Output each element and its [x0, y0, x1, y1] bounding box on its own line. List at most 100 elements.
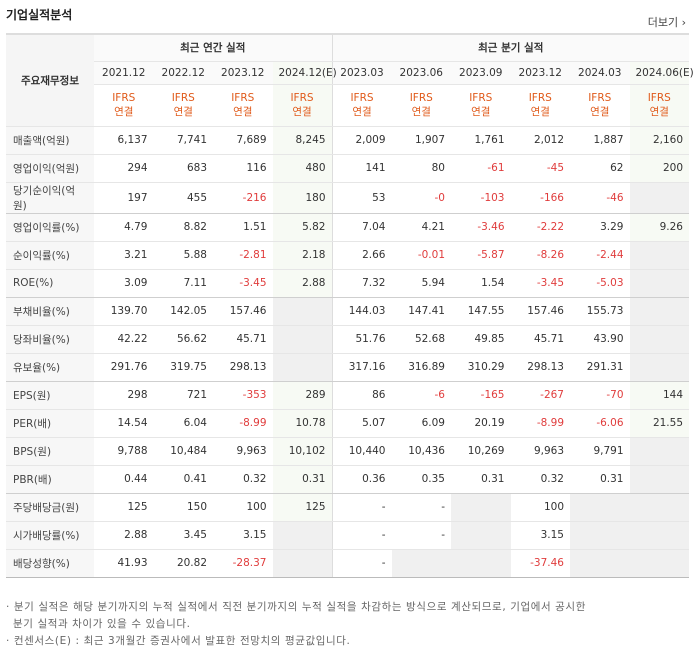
empty-cell — [629, 437, 689, 466]
period-header: 2021.12 — [94, 61, 154, 85]
notes: 분기 실적은 해당 분기까지의 누적 실적에서 직전 분기까지의 누적 실적을 … — [6, 599, 596, 650]
row-label: 유보율(%) — [6, 353, 94, 382]
value-cell: 147.41 — [391, 297, 451, 326]
value-cell: 2,160 — [629, 126, 689, 155]
value-cell: 147.55 — [451, 297, 511, 326]
value-cell: 3.29 — [570, 213, 630, 242]
value-cell: 4.79 — [94, 213, 154, 242]
value-cell: -61 — [451, 154, 511, 183]
value-cell: 2.88 — [94, 521, 154, 550]
empty-cell — [451, 549, 511, 578]
data-row: 영업이익(억원) 294 683 116 480 141 80 -61 -45 62 200 — [6, 154, 689, 183]
value-cell: 56.62 — [153, 325, 213, 354]
empty-cell — [629, 521, 689, 550]
value-cell: 2,012 — [510, 126, 570, 155]
value-cell: 6.09 — [391, 409, 451, 438]
value-cell: 157.46 — [510, 297, 570, 326]
value-cell: 3.15 — [510, 521, 570, 550]
period-header: 2024.03 — [570, 61, 630, 85]
value-cell: 316.89 — [391, 353, 451, 382]
value-cell: -103 — [451, 182, 511, 214]
value-cell: 298.13 — [510, 353, 570, 382]
value-cell: 9,963 — [213, 437, 273, 466]
row-label: 당좌비율(%) — [6, 325, 94, 354]
value-cell: 291.76 — [94, 353, 154, 382]
basis: IFRS — [171, 92, 195, 104]
row-label: 순이익률(%) — [6, 241, 94, 270]
standard-header: IFRS 연결 — [272, 84, 332, 127]
standard-header: IFRS 연결 — [213, 84, 273, 127]
data-row: EPS(원) 298 721 -353 289 86 -6 -165 -267 -70 144 — [6, 381, 689, 410]
value-cell: 0.36 — [331, 465, 392, 494]
value-cell: 683 — [153, 154, 213, 183]
empty-cell — [570, 493, 630, 522]
value-cell: -37.46 — [510, 549, 570, 578]
period-header: 2023.09 — [451, 61, 511, 85]
value-cell: 62 — [570, 154, 630, 183]
value-cell: 197 — [94, 182, 154, 214]
more-link[interactable]: 더보기 — [648, 14, 686, 30]
value-cell: -6 — [391, 381, 451, 410]
standard-header: IFRS 연결 — [331, 84, 392, 127]
value-cell: 2.88 — [272, 269, 332, 298]
section-title: 기업실적분석 — [6, 8, 73, 22]
row-label: 영업이익(억원) — [6, 154, 94, 183]
value-cell: 0.31 — [272, 465, 332, 494]
period-header: 2022.12 — [153, 61, 213, 85]
scope: 연결 — [114, 106, 134, 118]
value-cell: -166 — [510, 182, 570, 214]
value-cell: -28.37 — [213, 549, 273, 578]
value-cell: 0.32 — [510, 465, 570, 494]
value-cell: -267 — [510, 381, 570, 410]
row-label: 영업이익률(%) — [6, 213, 94, 242]
standard-header: IFRS 연결 — [153, 84, 213, 127]
row-label: EPS(원) — [6, 381, 94, 410]
value-cell: 100 — [213, 493, 273, 522]
value-cell: -8.99 — [213, 409, 273, 438]
row-label: 배당성향(%) — [6, 549, 94, 578]
empty-cell — [570, 549, 630, 578]
basis: IFRS — [409, 92, 433, 104]
data-row: PER(배) 14.54 6.04 -8.99 10.78 5.07 6.09 20.19 -8… — [6, 409, 689, 438]
standard-header: IFRS 연결 — [391, 84, 451, 127]
empty-cell — [451, 521, 511, 550]
period-header: 2024.12(E) — [272, 61, 337, 85]
value-cell: 45.71 — [213, 325, 273, 354]
empty-cell — [391, 549, 451, 578]
value-cell: 6,137 — [94, 126, 154, 155]
value-cell: 180 — [272, 182, 332, 214]
empty-cell — [629, 353, 689, 382]
standard-header: IFRS 연결 — [94, 84, 154, 127]
value-cell: 0.41 — [153, 465, 213, 494]
value-cell: 10,436 — [391, 437, 451, 466]
row-label: 매출액(억원) — [6, 126, 94, 155]
row-label: ROE(%) — [6, 269, 94, 298]
value-cell: -8.26 — [510, 241, 570, 270]
value-cell: 157.46 — [213, 297, 273, 326]
data-row: ROE(%) 3.09 7.11 -3.45 2.88 7.32 5.94 1.54 -3.45… — [6, 269, 689, 298]
value-cell: -6.06 — [570, 409, 630, 438]
value-cell: -70 — [570, 381, 630, 410]
value-cell: - — [331, 549, 392, 578]
group-row: 주요재무정보 최근 연간 실적 최근 분기 실적 — [6, 33, 689, 127]
standard-header: IFRS 연결 — [570, 84, 630, 127]
standard-header: IFRS 연결 — [510, 84, 570, 127]
basis: IFRS — [469, 92, 493, 104]
empty-cell — [629, 549, 689, 578]
note: 컨센서스(E) : 최근 3개월간 증권사에서 발표한 전망치의 평균값입니다. — [6, 633, 596, 650]
value-cell: 2.66 — [331, 241, 392, 270]
standard-row: IFRS 연결 IFRS 연결 IFRS 연결 IFRS 연결 IFRS 연결 IFRS 연결 IFRS… — [6, 84, 689, 127]
period-header: 2023.03 — [331, 61, 392, 85]
row-label: 당기순이익(억원) — [6, 182, 94, 214]
row-label: PER(배) — [6, 409, 94, 438]
value-cell: 20.82 — [153, 549, 213, 578]
scope: 연결 — [173, 106, 193, 118]
value-cell: -0.01 — [391, 241, 451, 270]
value-cell: 139.70 — [94, 297, 154, 326]
group-header: 최근 분기 실적 — [331, 33, 689, 62]
value-cell: 7,689 — [213, 126, 273, 155]
scope: 연결 — [292, 106, 312, 118]
value-cell: -3.46 — [451, 213, 511, 242]
value-cell: 200 — [629, 154, 689, 183]
